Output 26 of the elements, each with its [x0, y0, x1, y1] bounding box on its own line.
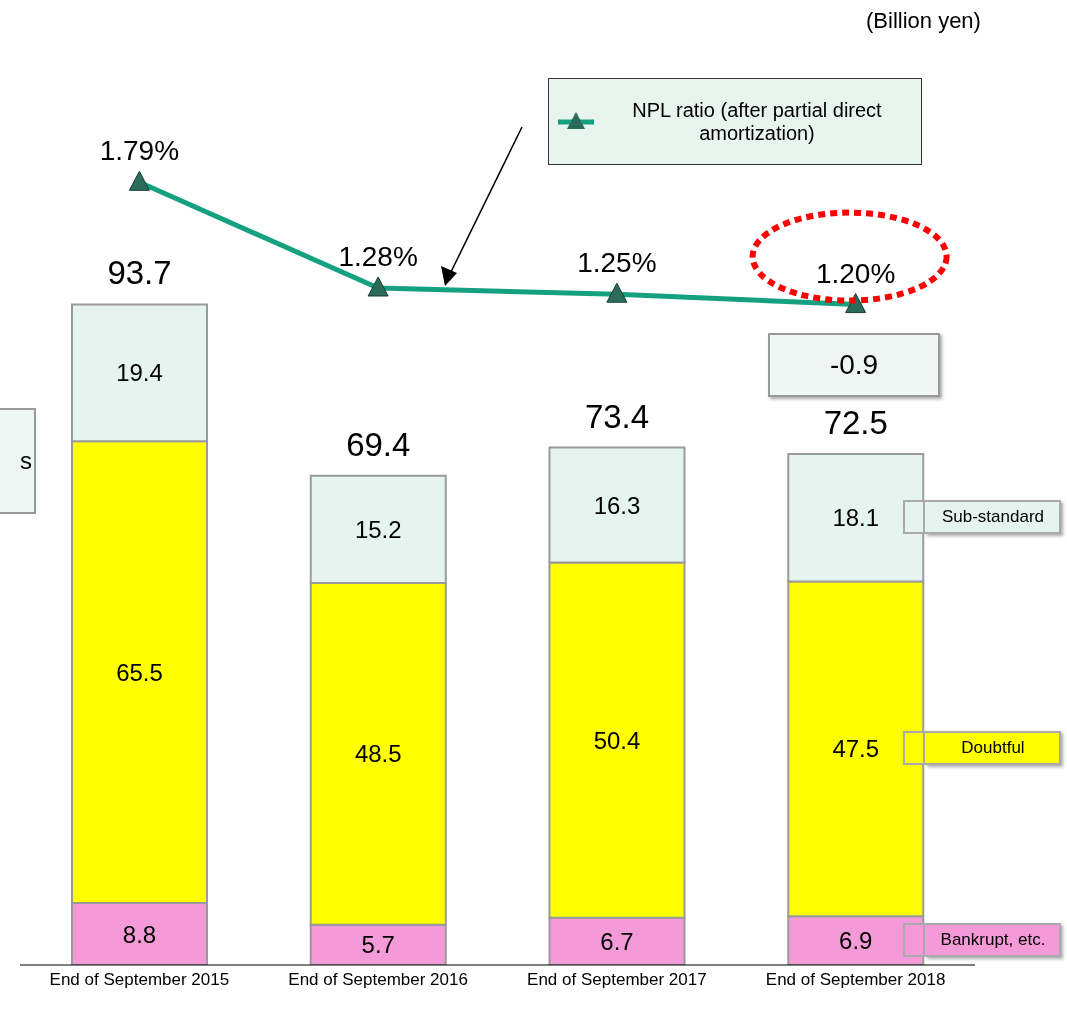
data-label: 1.20% [815, 257, 896, 289]
data-label: 8.8 [122, 920, 157, 948]
data-label: 18.1 [832, 504, 880, 532]
data-label: 15.2 [354, 515, 402, 543]
x-tick-label: End of September 2016 [288, 970, 468, 990]
x-tick-label: End of September 2015 [49, 970, 230, 990]
data-label: 16.3 [593, 491, 641, 519]
data-label: 47.5 [832, 735, 880, 763]
text: (Billion yen) [865, 7, 982, 35]
data-label: 6.7 [600, 927, 634, 955]
data-label: 19.4 [116, 359, 163, 387]
total-label: 69.4 [346, 425, 411, 463]
data-label: 50.4 [593, 726, 641, 754]
total-label: 72.5 [823, 403, 888, 441]
total-label: 93.7 [107, 254, 172, 292]
legend-label: NPL ratio (after partial direct amortization) [631, 97, 883, 146]
data-label: 1.28% [338, 241, 418, 273]
data-label: 1.79% [99, 135, 180, 167]
x-tick-label: End of September 2017 [527, 970, 707, 990]
x-tick-label: End of September 2018 [765, 970, 946, 990]
data-label: 1.25% [577, 247, 657, 279]
total-label: 73.4 [584, 397, 650, 435]
data-label: 6.9 [839, 927, 873, 955]
data-label: 48.5 [354, 740, 402, 768]
data-label: 5.7 [361, 931, 395, 959]
data-label: 65.5 [116, 658, 163, 686]
